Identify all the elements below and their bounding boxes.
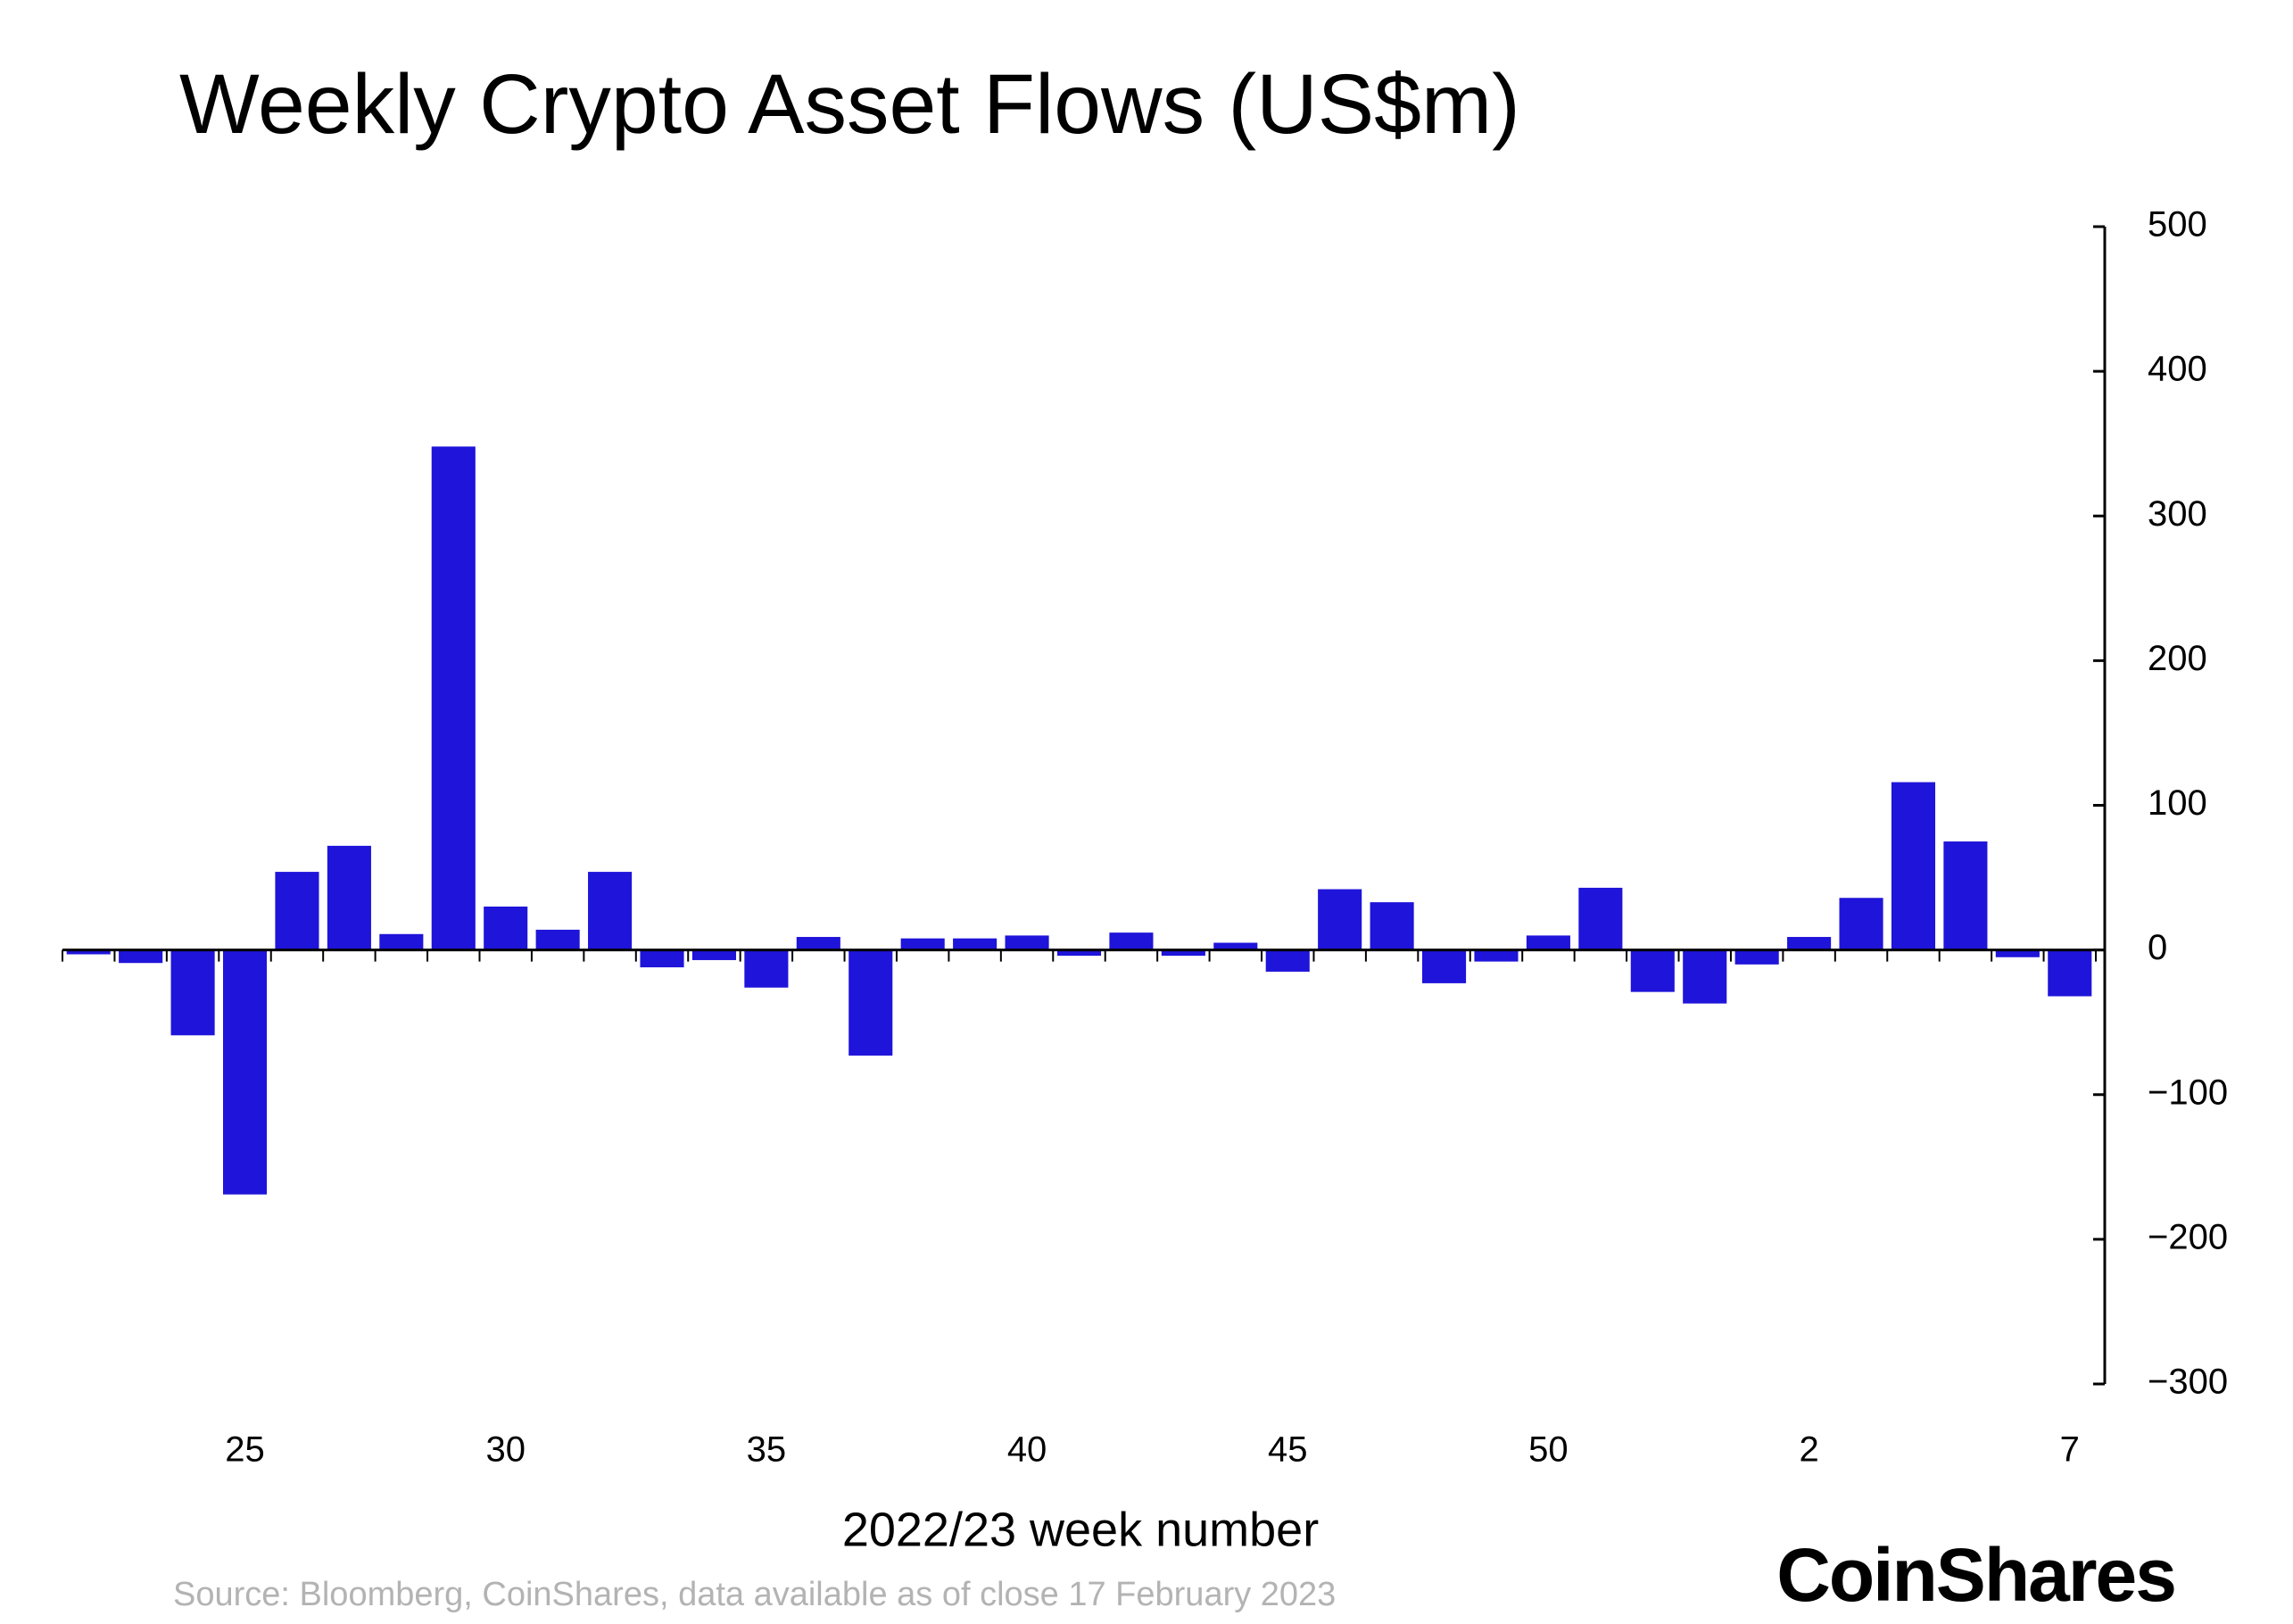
- bar: [691, 949, 736, 960]
- x-tick-label: 40: [1007, 1430, 1047, 1470]
- bar: [953, 938, 997, 950]
- y-tick-label: −200: [2148, 1217, 2228, 1256]
- bar: [1422, 949, 1467, 983]
- bar: [1213, 942, 1258, 950]
- x-tick-label: 35: [747, 1430, 787, 1470]
- y-tick-label: −100: [2148, 1073, 2228, 1112]
- y-tick-label: 400: [2148, 350, 2207, 389]
- logo: CoinShares: [1776, 1533, 2175, 1617]
- bar: [848, 949, 893, 1056]
- y-tick-label: 0: [2148, 928, 2167, 967]
- bar: [275, 872, 319, 950]
- bar: [1109, 932, 1154, 950]
- y-tick-label: 200: [2148, 639, 2207, 678]
- bar: [1891, 782, 1936, 950]
- bar: [222, 949, 268, 1195]
- bar: [744, 949, 789, 988]
- bar: [640, 949, 684, 968]
- source-note: Source: Bloomberg, CoinShares, data avai…: [173, 1576, 1336, 1613]
- bar: [1370, 902, 1414, 950]
- bar: [1787, 937, 1832, 950]
- bar: [431, 446, 476, 950]
- bar: [1578, 887, 1623, 950]
- x-tick-label: 50: [1528, 1430, 1569, 1470]
- chart-title: Weekly Crypto Asset Flows (US$m): [179, 57, 1520, 152]
- bar: [1995, 949, 2040, 957]
- bar: [66, 949, 111, 955]
- bar: [1683, 949, 1727, 1004]
- y-tick-label: −300: [2148, 1363, 2228, 1402]
- bar: [1474, 949, 1519, 962]
- bar: [1056, 949, 1102, 957]
- y-tick-label: 500: [2148, 205, 2207, 244]
- bar: [1005, 935, 1049, 950]
- bar: [1318, 889, 1362, 950]
- bar: [119, 949, 163, 964]
- x-axis-label: 2022/23 week number: [842, 1503, 1319, 1556]
- bar: [1265, 949, 1310, 972]
- bar: [1526, 935, 1570, 950]
- x-tick-label: 7: [2060, 1430, 2080, 1470]
- bar: [796, 937, 840, 950]
- y-tick-label: 100: [2148, 783, 2207, 823]
- bar: [588, 872, 633, 950]
- bar: [900, 938, 945, 950]
- x-tick-label: 30: [485, 1430, 526, 1470]
- bar: [327, 845, 371, 950]
- x-tick-label: 45: [1268, 1430, 1308, 1470]
- y-tick-label: 300: [2148, 494, 2207, 534]
- bar: [379, 933, 424, 950]
- bar: [1630, 949, 1675, 992]
- bar: [2048, 949, 2092, 997]
- x-tick-label: 2: [1799, 1430, 1818, 1470]
- x-tick-label: 25: [225, 1430, 265, 1470]
- bar: [1839, 898, 1883, 950]
- bar: [1943, 841, 1988, 950]
- bar: [535, 929, 580, 950]
- bar: [1734, 949, 1779, 965]
- bar: [484, 906, 528, 950]
- bar: [170, 949, 215, 1036]
- bar: [1161, 949, 1205, 957]
